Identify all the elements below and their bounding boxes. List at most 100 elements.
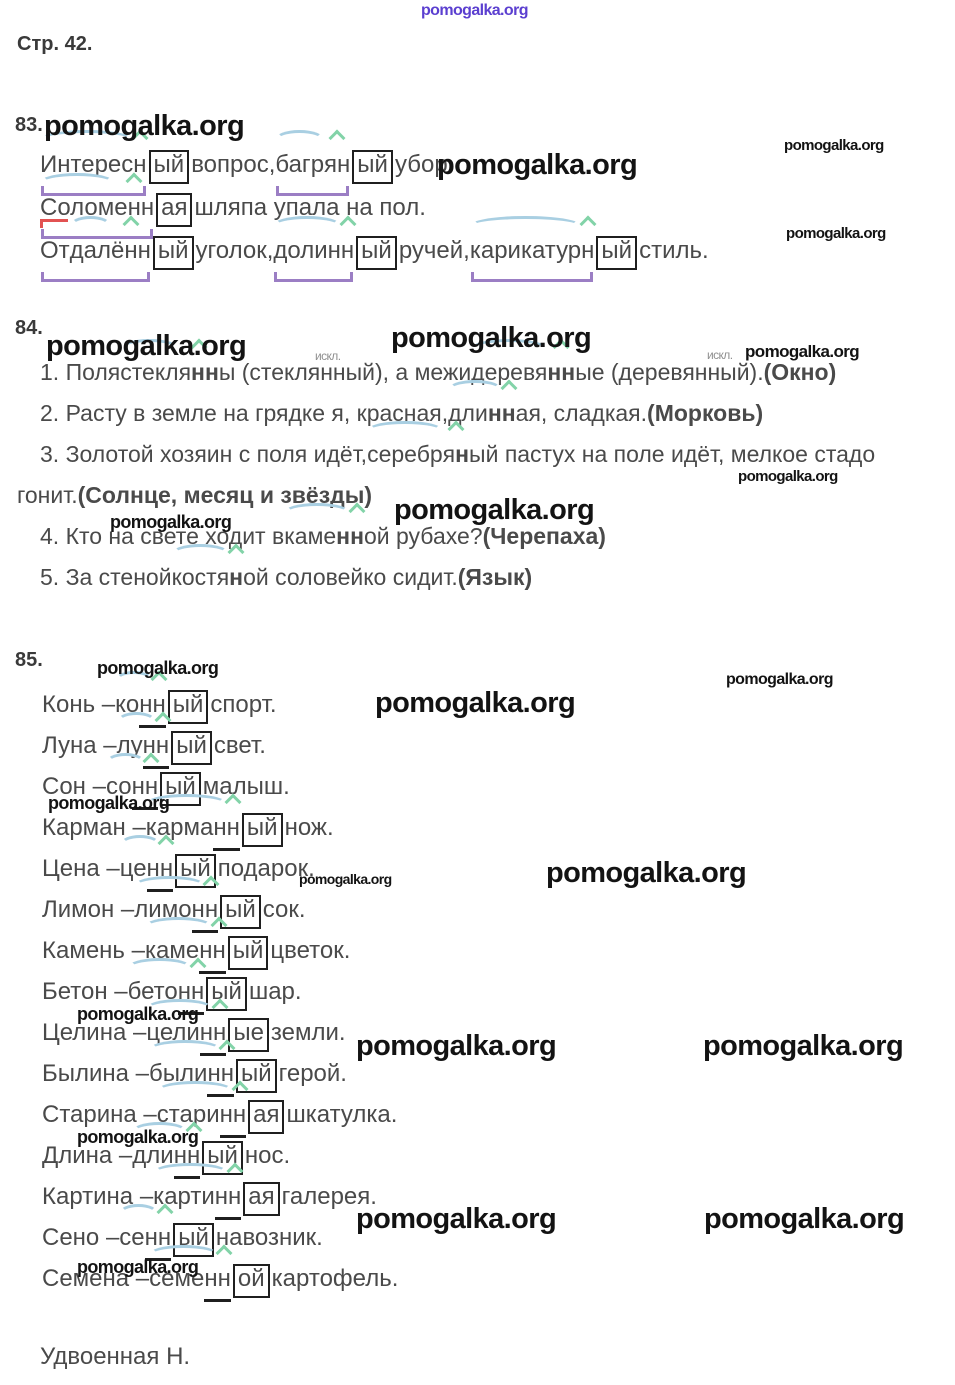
text-segment: Длина –	[42, 1142, 133, 1169]
morpheme-suffix: н	[341, 229, 354, 272]
text-segment: 3. Золотой хозяин с поля идёт,	[40, 441, 368, 467]
text-segment: Сено –	[42, 1224, 120, 1251]
morpheme-under: н	[131, 766, 145, 810]
morpheme-root: карман	[145, 794, 227, 851]
morpheme-root: бетон	[127, 958, 192, 1015]
watermark: pomogalka.org	[77, 1127, 199, 1147]
morpheme-suffix: н	[212, 930, 226, 974]
text-segment: Конь –	[42, 691, 116, 718]
text-segment: ые (деревянный).	[575, 359, 764, 385]
text-segment: навозник.	[215, 1224, 323, 1251]
morpheme-suffix: ённ	[111, 229, 151, 272]
text-line: Интересн ый вопрос, багрян ый убор	[40, 130, 709, 196]
watermark: pomogalka.org	[437, 149, 638, 181]
morpheme-under: н	[213, 807, 227, 851]
watermark: pomogalka.org	[48, 793, 170, 813]
text-segment: Цена –	[42, 855, 120, 882]
watermark: pomogalka.org	[97, 658, 219, 678]
text-line: Соломенн ая шляпа упала на пол.	[40, 173, 709, 239]
morpheme-prefix: От	[40, 219, 70, 272]
text-line: Семена – семенн ой картофель.	[42, 1245, 399, 1302]
text-segment: Сон –	[42, 773, 106, 800]
morpheme-root: Солом	[40, 173, 115, 229]
text-segment: цветок.	[270, 937, 351, 964]
morpheme-ending: ые	[228, 1018, 269, 1052]
morpheme-suffix: н	[229, 557, 243, 598]
morpheme-root: целин	[146, 999, 214, 1056]
morpheme-suffix: янн	[179, 352, 219, 393]
watermark: pomogalka.org	[77, 1257, 199, 1277]
text-segment: уголок,	[195, 237, 274, 264]
text-segment: ой рубахе?	[363, 523, 483, 549]
watermark: pomogalka.org	[546, 857, 747, 889]
text-line: Отдалённ ый уголок, долинн ый ручей, карик…	[40, 216, 709, 282]
text-line: 1. Поля стеклянны (стеклянный), а межи д…	[40, 339, 875, 393]
morpheme-ending: ый	[148, 150, 190, 184]
watermark: pomogalka.org	[786, 225, 886, 242]
morpheme-under: н	[214, 1176, 229, 1220]
text-segment: галерея.	[281, 1183, 377, 1210]
text-line: Сон – сонн ый малыш.	[42, 753, 398, 810]
morpheme-ending: ый	[220, 895, 261, 929]
morpheme-bold: н	[487, 400, 502, 426]
morpheme-root: картин	[153, 1163, 229, 1220]
watermark: pomogalka.org	[299, 871, 392, 887]
exception-label: искл.	[315, 349, 341, 363]
morpheme-suffix: ян	[443, 434, 469, 475]
morpheme-root: сон	[105, 753, 145, 810]
text-segment: шар.	[248, 978, 302, 1005]
text-segment: 5. За стеной	[40, 564, 172, 590]
exercise-85-label: 85.	[15, 649, 43, 671]
morpheme-ending: ый	[596, 236, 638, 270]
watermark: pomogalka.org	[394, 494, 595, 526]
morpheme-stem: долинн	[273, 216, 354, 282]
morpheme-suffix: н	[228, 1176, 242, 1220]
watermark: pomogalka.org	[391, 322, 592, 354]
morpheme-root: семен	[149, 1245, 219, 1302]
text-line: Былина – былинн ый герой.	[42, 1040, 398, 1097]
text-segment: Старина –	[42, 1101, 157, 1128]
morpheme-bold: (Окно)	[763, 359, 837, 385]
text-line: Карман – карманн ый нож.	[42, 794, 398, 851]
text-segment: подарок.	[217, 855, 315, 882]
text-segment: Былина –	[42, 1060, 150, 1087]
exception-label: искл.	[707, 348, 733, 362]
text-segment: я	[442, 441, 456, 467]
watermark: pomogalka.org	[46, 330, 247, 362]
text-line: Картина – картинн ая галерея.	[42, 1163, 398, 1220]
text-segment: каме	[284, 523, 337, 549]
morpheme-root: сен	[119, 1204, 158, 1261]
morpheme-root: длин	[448, 380, 502, 434]
morpheme-bold: нн	[191, 359, 219, 385]
text-segment: ой соловейко сидит.	[243, 564, 458, 590]
text-segment: герой.	[278, 1060, 347, 1087]
morpheme-ending: ый	[352, 150, 393, 184]
text-segment: Лимон –	[42, 896, 135, 923]
text-line: Бетон – бетонн ый шар.	[42, 958, 398, 1015]
text-line: Камень – каменн ый цветок.	[42, 917, 398, 974]
watermark: pomogalka.org	[738, 468, 838, 485]
morpheme-suffix: н	[217, 1258, 231, 1302]
watermark: pomogalka.org	[745, 342, 860, 361]
morpheme-under: н	[204, 1258, 218, 1302]
text-segment: це	[119, 855, 147, 882]
morpheme-root: костя	[171, 544, 229, 598]
morpheme-suffix: н	[226, 807, 240, 851]
watermark: pomogalka.org	[356, 1203, 557, 1235]
morpheme-stem: Соломенн	[40, 173, 154, 239]
text-segment: Целина –	[42, 1019, 147, 1046]
morpheme-ending: ая	[248, 1100, 285, 1134]
text-segment: семе	[149, 1265, 205, 1292]
text-segment: со	[105, 773, 132, 800]
morpheme-ending: ый	[235, 1059, 277, 1093]
text-line: 2. Расту в земле на грядке я, красная, д…	[40, 380, 875, 434]
text-segment: картофель.	[271, 1265, 399, 1292]
morpheme-bold: н	[336, 523, 351, 549]
text-line: Луна – лунн ый свет.	[42, 712, 398, 769]
page-title: Стр. 42.	[17, 33, 93, 55]
morpheme-stem: карикатурн	[469, 216, 594, 282]
morpheme-ending: ая	[243, 1182, 280, 1216]
text-segment: нож.	[284, 814, 334, 841]
morpheme-ending: ый	[241, 813, 283, 847]
morpheme-root: карикатур	[469, 216, 582, 272]
